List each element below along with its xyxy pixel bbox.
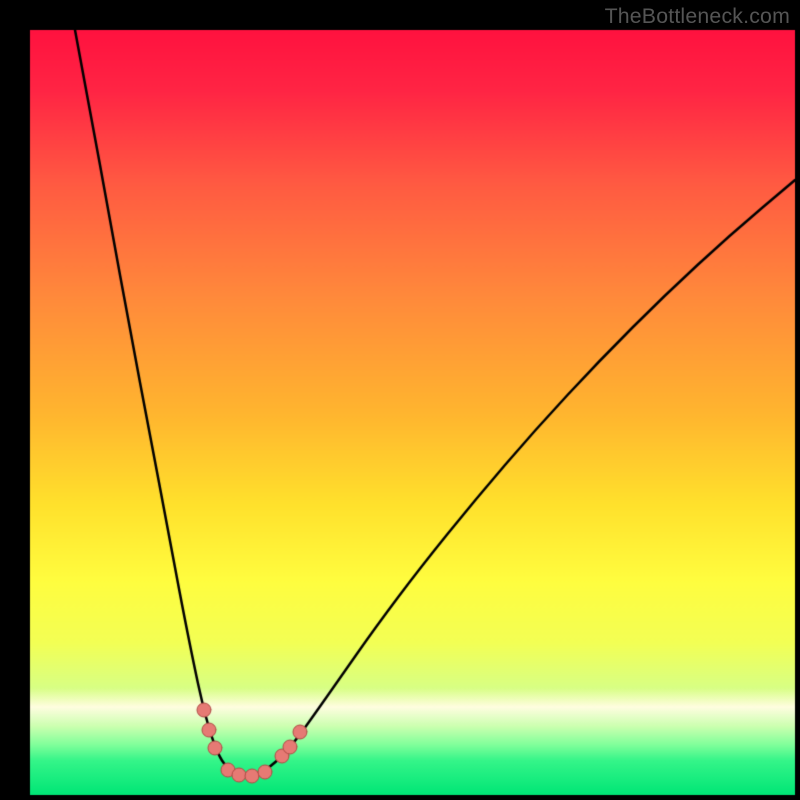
chart-container: TheBottleneck.com (0, 0, 800, 800)
bottleneck-curve-chart (0, 0, 800, 800)
